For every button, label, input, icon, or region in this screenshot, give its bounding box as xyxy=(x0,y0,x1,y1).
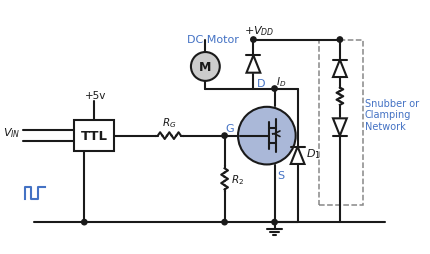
Text: $D_1$: $D_1$ xyxy=(306,147,321,161)
Text: +5v: +5v xyxy=(85,91,107,101)
Polygon shape xyxy=(333,119,347,136)
Circle shape xyxy=(272,219,277,225)
Text: $I_D$: $I_D$ xyxy=(276,74,287,88)
Polygon shape xyxy=(246,56,260,73)
Text: D: D xyxy=(256,78,265,88)
Text: G: G xyxy=(226,123,234,133)
FancyBboxPatch shape xyxy=(74,121,114,151)
Text: $R_2$: $R_2$ xyxy=(231,172,244,186)
Text: $+V_{DD}$: $+V_{DD}$ xyxy=(244,24,274,38)
Polygon shape xyxy=(291,147,304,164)
Text: DC Motor: DC Motor xyxy=(187,35,239,45)
Circle shape xyxy=(222,133,227,139)
Text: S: S xyxy=(277,170,285,181)
Circle shape xyxy=(337,38,343,43)
Circle shape xyxy=(238,107,296,165)
Circle shape xyxy=(82,219,87,225)
Text: $V_{IN}$: $V_{IN}$ xyxy=(3,125,21,139)
Text: Snubber or
Clamping
Network: Snubber or Clamping Network xyxy=(365,99,419,132)
Circle shape xyxy=(191,53,220,82)
Text: TTL: TTL xyxy=(80,130,108,142)
Polygon shape xyxy=(333,60,347,78)
Circle shape xyxy=(222,219,227,225)
Text: $R_G$: $R_G$ xyxy=(162,116,177,129)
Text: M: M xyxy=(199,61,212,74)
Circle shape xyxy=(272,87,277,92)
Circle shape xyxy=(251,38,256,43)
